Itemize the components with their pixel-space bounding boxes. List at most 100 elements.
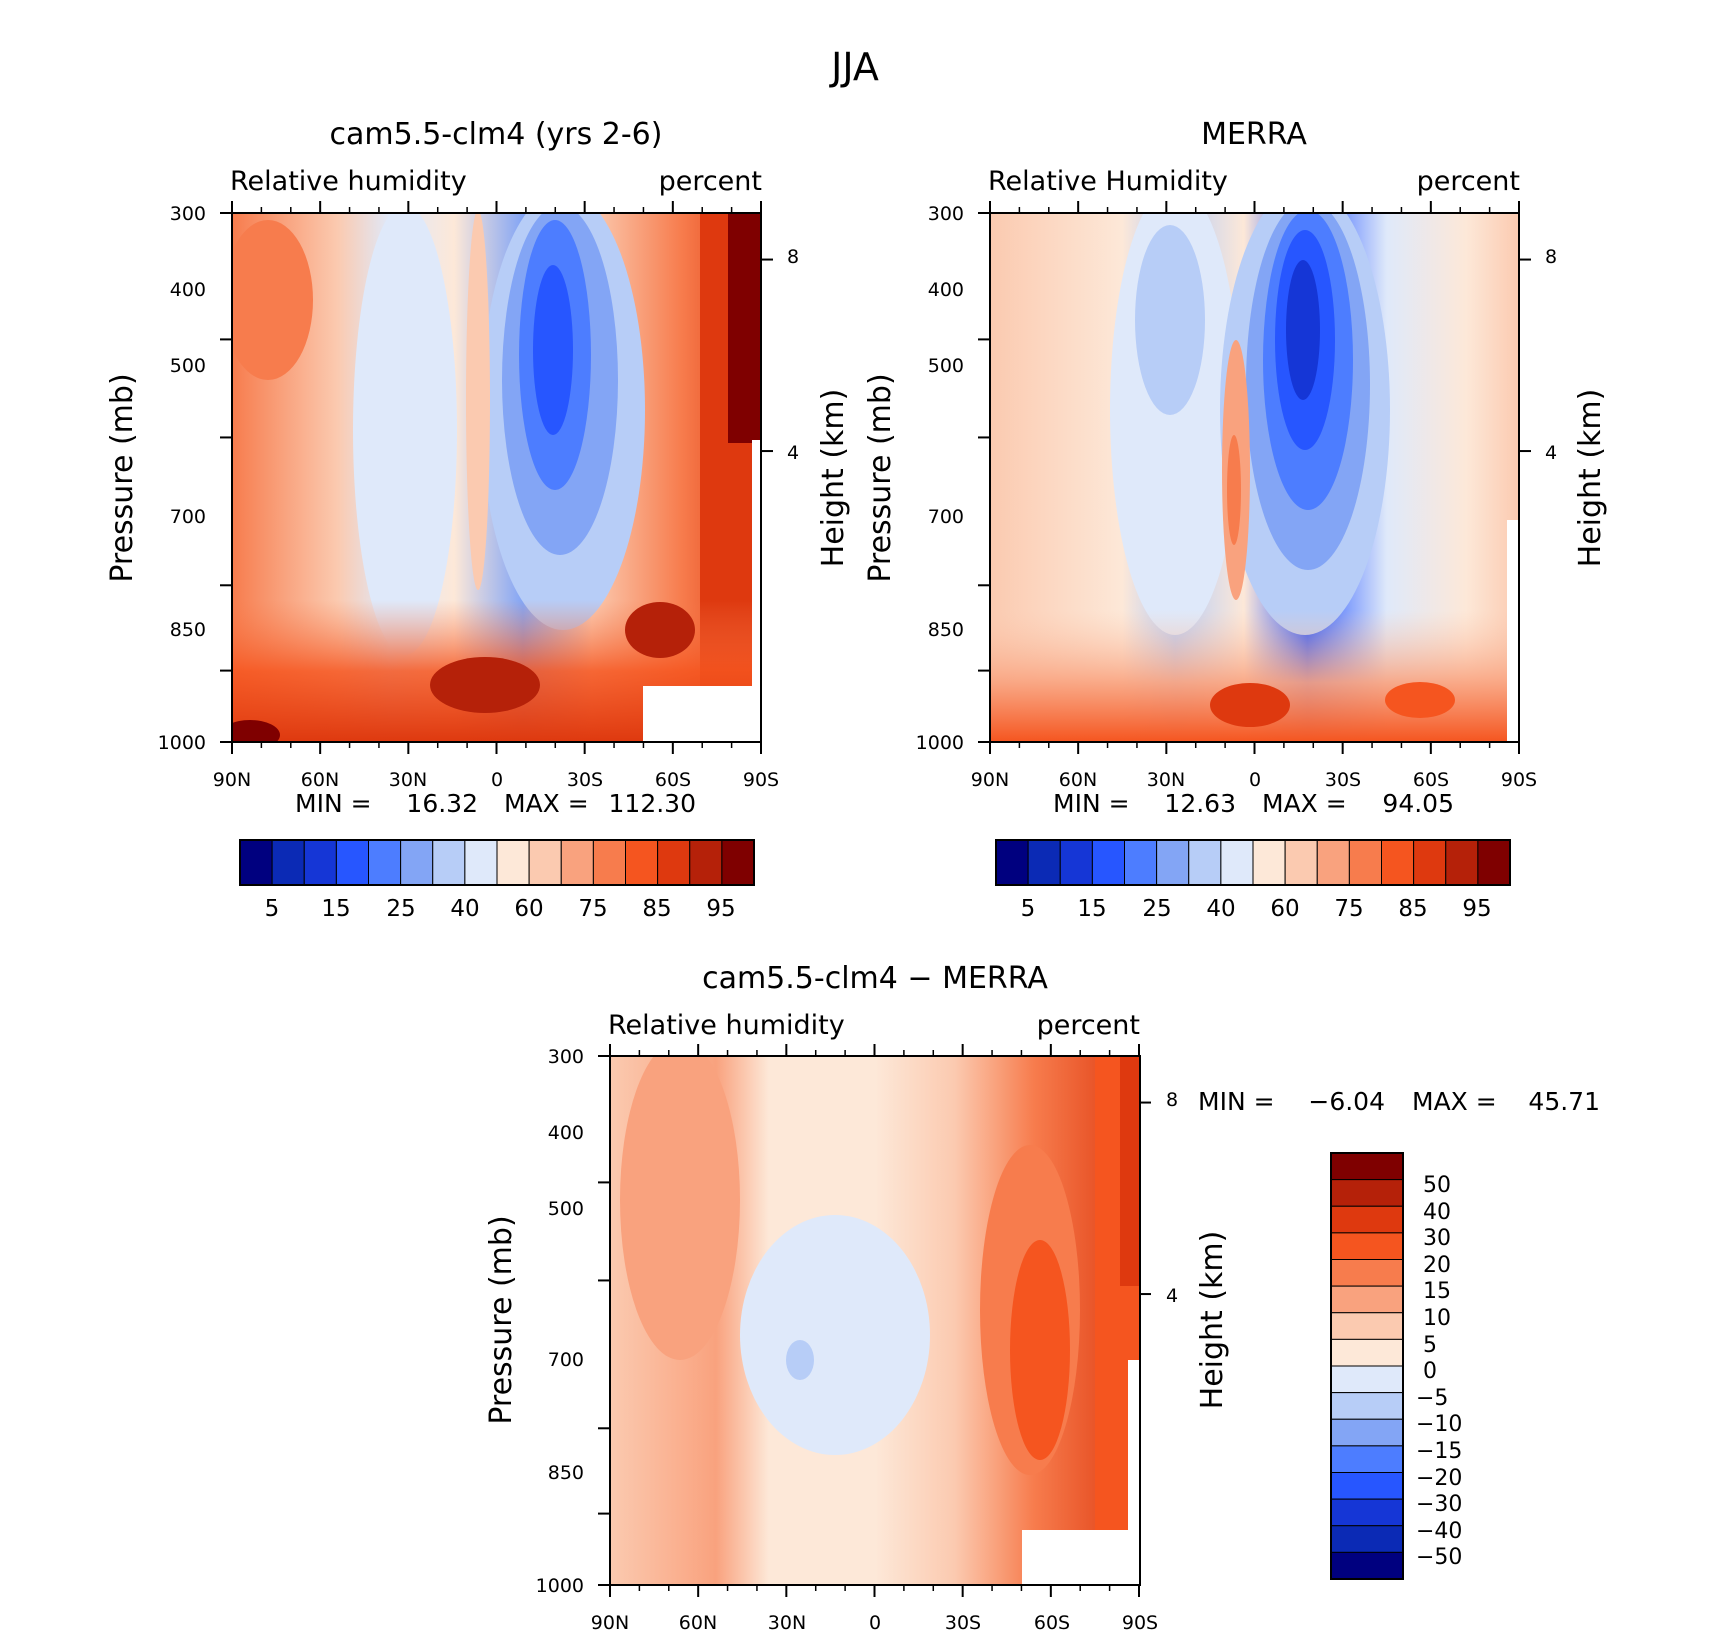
contour-south-polar-max — [1120, 1056, 1140, 1286]
colorbar-box — [995, 839, 1029, 886]
x-tick-label: 90N — [971, 769, 1009, 791]
contour-south-bl-max — [625, 602, 695, 658]
y-axis-label: Pressure (mb) — [105, 373, 140, 582]
y-right-tick-label: 8 — [787, 246, 799, 268]
colorbar-label: −20 — [1416, 1466, 1462, 1491]
colorbar-box — [1330, 1418, 1404, 1447]
colorbar-box — [625, 839, 659, 886]
colorbar-label: −30 — [1416, 1492, 1462, 1517]
colorbar-box — [1188, 839, 1222, 886]
colorbar-label: 85 — [1398, 896, 1427, 922]
y-axis-label: Pressure (mb) — [484, 1215, 519, 1424]
min-label: MIN = — [1053, 789, 1130, 818]
x-tick-label: 60N — [679, 1612, 717, 1631]
colorbar-box — [271, 839, 305, 886]
contour-negative-minimum — [786, 1340, 814, 1380]
colorbar-label: 10 — [1423, 1306, 1451, 1331]
min-value: 16.32 — [406, 789, 478, 818]
colorbar-label: 75 — [1334, 896, 1363, 922]
colorbar-label: 15 — [1423, 1279, 1451, 1304]
y-tick-label: 1000 — [158, 732, 206, 754]
panel-model: cam5.5-clm4 (yrs 2-6) Relative humidity … — [105, 117, 851, 922]
colorbar-label: 40 — [450, 896, 479, 922]
contour-dry-subtropics-south-min — [1286, 260, 1320, 400]
colorbar-label: 25 — [386, 896, 415, 922]
max-label: MAX = — [1412, 1087, 1497, 1116]
x-tick-label: 90S — [743, 769, 779, 791]
x-tick-label: 60S — [1034, 1612, 1070, 1631]
colorbar-box — [1091, 839, 1125, 886]
min-value: −6.04 — [1308, 1087, 1385, 1116]
x-tick-label: 0 — [491, 769, 503, 791]
colorbar-label: 15 — [321, 896, 350, 922]
colorbar-box — [1330, 1525, 1404, 1553]
colorbar-box — [400, 839, 434, 886]
x-tick-label: 30S — [567, 769, 603, 791]
colorbar-label: −15 — [1416, 1439, 1462, 1464]
max-label: MAX = — [504, 789, 589, 818]
x-tick-label: 60S — [655, 769, 691, 791]
max-value: 45.71 — [1528, 1087, 1600, 1116]
colorbar-box — [239, 839, 273, 886]
axis-ticks — [978, 201, 1531, 754]
contour-north-pole-bl-max — [232, 720, 280, 742]
contour-dry-subtropics-north-core — [1135, 225, 1205, 415]
missing-data-region-right — [752, 440, 761, 742]
colorbar-label: −10 — [1416, 1412, 1462, 1437]
colorbar-box — [1330, 1259, 1404, 1287]
colorbar-box — [1284, 839, 1318, 886]
y-right-tick-label: 4 — [1545, 442, 1557, 464]
variable-label: Relative humidity — [230, 166, 467, 197]
colorbar-label: 5 — [265, 896, 280, 922]
panel-title: cam5.5-clm4 (yrs 2-6) — [330, 117, 663, 152]
colorbar-label: 30 — [1423, 1226, 1451, 1251]
colorbar-box — [1330, 1152, 1404, 1181]
contour-positive-south-subtropics-core — [1010, 1240, 1070, 1460]
units-label: percent — [659, 166, 762, 197]
y-right-axis-label: Height (km) — [1195, 1231, 1230, 1410]
x-tick-label: 90S — [1122, 1612, 1158, 1631]
contour-field — [610, 1056, 1140, 1585]
panel-title: MERRA — [1201, 117, 1307, 152]
colorbar-box — [1252, 839, 1286, 886]
colorbar-box — [1330, 1551, 1404, 1580]
colorbar-label: 20 — [1423, 1253, 1451, 1278]
y-right-tick-label: 4 — [1166, 1285, 1178, 1307]
contour-south-bl-max — [1385, 682, 1455, 718]
missing-data-region — [1022, 1530, 1140, 1585]
min-label: MIN = — [1198, 1087, 1275, 1116]
colorbar-box — [1330, 1312, 1404, 1340]
x-tick-label: 30N — [1147, 769, 1185, 791]
y-tick-label: 400 — [548, 1122, 584, 1144]
colorbar-box — [1445, 839, 1479, 886]
y-tick-label: 500 — [548, 1198, 584, 1220]
contour-dry-subtropics-north — [353, 213, 457, 655]
contour-north-positive — [620, 1056, 740, 1360]
x-tick-label: 60N — [301, 769, 339, 791]
x-tick-label: 0 — [1249, 769, 1261, 791]
y-right-tick-label: 8 — [1166, 1089, 1178, 1111]
missing-data-region-right — [1507, 520, 1519, 742]
max-value: 94.05 — [1382, 789, 1454, 818]
variable-label: Relative humidity — [608, 1010, 845, 1041]
colorbar-label: −5 — [1416, 1386, 1448, 1411]
x-tick-label: 60S — [1413, 769, 1449, 791]
colorbar-box — [1156, 839, 1190, 886]
colorbar-label: 5 — [1423, 1333, 1437, 1358]
colorbar-box — [1348, 839, 1382, 886]
colorbar-box — [368, 839, 402, 886]
y-tick-label: 300 — [170, 203, 206, 225]
y-tick-label: 1000 — [916, 732, 964, 754]
colorbar-label: 0 — [1423, 1359, 1437, 1384]
axis-ticks — [220, 201, 773, 754]
colorbar-frame — [995, 839, 1511, 886]
panel-title: cam5.5-clm4 − MERRA — [702, 961, 1048, 996]
colorbar-box — [1381, 839, 1415, 886]
x-tick-label: 90N — [213, 769, 251, 791]
contour-tropical-bl-max — [1210, 683, 1290, 727]
max-label: MAX = — [1262, 789, 1347, 818]
y-tick-label: 1000 — [536, 1575, 584, 1597]
contour-tropical-column — [466, 213, 490, 590]
colorbar-label: 95 — [706, 896, 735, 922]
